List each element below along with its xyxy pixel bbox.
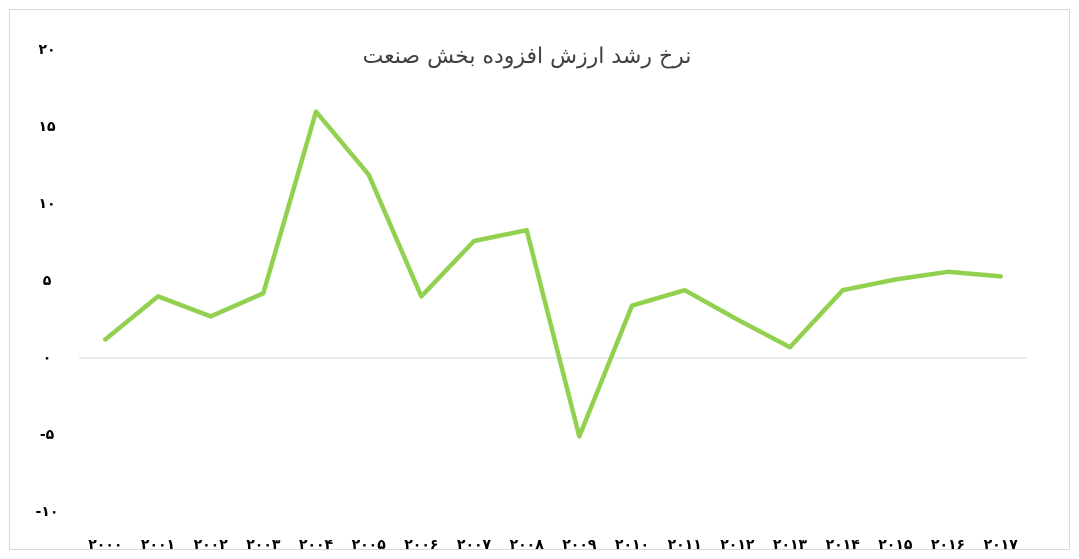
- x-tick-label: ۲۰۱۰: [615, 537, 649, 553]
- x-tick-label: ۲۰۰۷: [457, 537, 492, 553]
- y-tick-label: -۱۰: [36, 504, 59, 520]
- x-tick-label: ۲۰۰۶: [404, 537, 438, 553]
- x-tick-label: ۲۰۰۹: [562, 537, 597, 553]
- x-tick-label: ۲۰۰۳: [246, 537, 281, 553]
- x-tick-label: ۲۰۱۲: [720, 537, 755, 553]
- line: [103, 109, 1003, 439]
- x-tick-label: ۲۰۱۳: [773, 537, 808, 553]
- x-tick-label: ۲۰۱۱: [668, 537, 702, 553]
- x-tick-label: ۲۰۰۰: [88, 537, 122, 553]
- x-tick-label: ۲۰۱۵: [878, 537, 913, 553]
- x-tick-label: ۲۰۰۴: [299, 537, 334, 553]
- y-tick-label: ۱۵: [38, 119, 56, 135]
- x-tick-label: ۲۰۱۷: [984, 537, 1019, 553]
- y-tick-label: ۵: [43, 273, 52, 289]
- y-tick-label: ۱۰: [38, 196, 55, 212]
- x-tick-label: ۲۰۰۵: [352, 537, 387, 553]
- x-tick-label: ۲۰۰۱: [141, 537, 175, 553]
- y-tick-label: ۲۰: [38, 42, 55, 58]
- y-tick-label: ۰: [43, 350, 52, 366]
- x-tick-label: ۲۰۰۸: [510, 537, 545, 553]
- y-tick-label: -۵: [40, 427, 55, 443]
- x-tick-label: ۲۰۰۲: [194, 537, 229, 553]
- x-tick-label: ۲۰۱۴: [826, 537, 861, 553]
- chart-title: نرخ رشد ارزش افزوده بخش صنعت: [363, 44, 692, 69]
- x-tick-label: ۲۰۱۶: [931, 537, 965, 553]
